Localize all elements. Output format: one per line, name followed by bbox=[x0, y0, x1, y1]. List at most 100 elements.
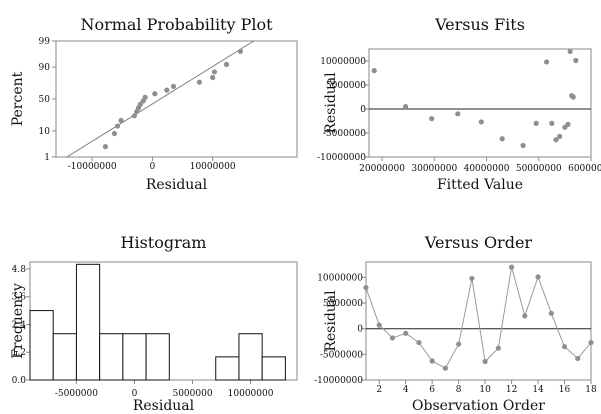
data-point bbox=[442, 365, 449, 371]
data-point bbox=[376, 322, 382, 328]
y-tick-label: 5000000 bbox=[323, 299, 363, 309]
x-axis-label: Observation Order bbox=[412, 398, 545, 414]
x-tick-label: 30000000 bbox=[411, 164, 457, 174]
y-tick-label: 3.6 bbox=[12, 293, 27, 303]
y-tick-label: 2.4 bbox=[12, 320, 27, 330]
data-point bbox=[223, 61, 230, 68]
histogram-bar bbox=[261, 356, 286, 381]
data-point bbox=[588, 339, 594, 346]
data-point bbox=[137, 101, 143, 107]
data-point bbox=[152, 91, 158, 97]
data-point bbox=[389, 335, 396, 341]
data-point bbox=[131, 113, 137, 119]
x-tick-label: 16 bbox=[559, 385, 571, 395]
data-point bbox=[429, 358, 435, 364]
y-axis-label: Percent bbox=[10, 71, 26, 126]
data-point bbox=[164, 87, 170, 93]
x-tick-label: 10 bbox=[479, 385, 491, 395]
histogram-bar bbox=[238, 333, 263, 381]
data-point bbox=[114, 123, 121, 129]
data-point bbox=[575, 355, 581, 362]
x-tick-label: 10000000 bbox=[190, 162, 236, 172]
histogram-bar bbox=[52, 333, 77, 381]
data-point bbox=[548, 310, 554, 316]
histogram-bar bbox=[99, 333, 124, 381]
plot-frame bbox=[368, 48, 592, 158]
chart-title: Versus Fits bbox=[434, 15, 525, 34]
histogram-bar bbox=[75, 263, 101, 381]
data-point bbox=[455, 111, 461, 117]
y-tick-label: 0 bbox=[360, 105, 366, 115]
y-tick-label: 4.8 bbox=[12, 265, 27, 275]
histogram-bar bbox=[122, 333, 147, 381]
x-tick-label: 2 bbox=[376, 385, 382, 395]
x-tick-label: 60000000 bbox=[568, 164, 601, 174]
y-axis-label: Frequency bbox=[10, 283, 26, 359]
y-tick-label: 10 bbox=[39, 127, 51, 137]
data-point bbox=[561, 344, 568, 350]
data-point bbox=[111, 130, 118, 137]
y-tick-label: -10000000 bbox=[317, 153, 366, 163]
data-point bbox=[456, 341, 462, 347]
y-tick-label: 0.0 bbox=[12, 376, 27, 386]
data-point bbox=[402, 104, 409, 110]
y-axis-label: Residual bbox=[323, 290, 339, 352]
x-tick-label: 10000000 bbox=[228, 389, 274, 399]
x-axis-label: Residual bbox=[133, 398, 195, 414]
y-tick-label: 1 bbox=[44, 153, 50, 163]
x-tick-label: 8 bbox=[456, 385, 462, 395]
x-tick-label: 0 bbox=[150, 162, 156, 172]
x-axis-label: Residual bbox=[146, 177, 208, 193]
data-point bbox=[565, 121, 571, 127]
versus-order-plot: Versus Order Observation Order Residual 2 4 6… bbox=[314, 233, 597, 414]
data-point bbox=[237, 48, 243, 54]
x-tick-label: 6 bbox=[429, 385, 435, 395]
data-point bbox=[520, 142, 526, 149]
data-point bbox=[544, 59, 550, 65]
y-tick-label: 99 bbox=[39, 37, 51, 47]
data-point bbox=[557, 133, 563, 139]
data-point bbox=[508, 264, 515, 270]
data-point bbox=[482, 358, 488, 365]
plot-frame bbox=[365, 261, 592, 381]
histogram-bar bbox=[215, 356, 240, 381]
x-tick-label: 12 bbox=[506, 385, 517, 395]
y-tick-label: -5000000 bbox=[320, 350, 363, 360]
data-point bbox=[533, 120, 539, 126]
data-point bbox=[573, 57, 579, 64]
x-tick-label: 40000000 bbox=[464, 164, 510, 174]
data-point bbox=[522, 313, 528, 319]
versus-fits-plot: Versus Fits Fitted Value Residual 20000000 3… bbox=[317, 15, 601, 193]
y-tick-label: 5000000 bbox=[326, 81, 366, 91]
data-point bbox=[429, 116, 435, 122]
histogram-bar bbox=[29, 310, 54, 381]
x-tick-label: 18 bbox=[585, 385, 597, 395]
y-tick-label: 50 bbox=[39, 95, 51, 105]
data-point bbox=[102, 144, 109, 150]
y-tick-label: 10000000 bbox=[317, 273, 363, 283]
data-point bbox=[118, 117, 124, 124]
y-tick-label: -10000000 bbox=[314, 376, 363, 386]
chart-title: Histogram bbox=[121, 233, 207, 252]
x-tick-label: -10000000 bbox=[68, 162, 117, 172]
data-point bbox=[553, 137, 559, 143]
x-tick-label: -5000000 bbox=[55, 389, 98, 399]
series-line bbox=[365, 266, 592, 369]
x-axis-label: Fitted Value bbox=[437, 177, 523, 193]
normal-probability-plot: Normal Probability Plot Residual Percent -1… bbox=[10, 15, 298, 193]
data-point bbox=[495, 345, 501, 351]
data-point bbox=[535, 274, 541, 280]
data-point bbox=[570, 94, 576, 100]
y-tick-label: 0 bbox=[357, 325, 363, 335]
data-point bbox=[403, 330, 409, 336]
x-tick-label: 50000000 bbox=[516, 164, 562, 174]
histogram-plot: Histogram Residual Frequency -5000000 0 50000… bbox=[10, 233, 298, 414]
chart-title: Normal Probability Plot bbox=[80, 15, 273, 34]
y-tick-label: 10000000 bbox=[320, 57, 366, 67]
y-tick-label: 90 bbox=[39, 63, 51, 73]
y-tick-label: 1.2 bbox=[12, 348, 26, 358]
chart-title: Versus Order bbox=[424, 233, 532, 252]
x-tick-label: 14 bbox=[532, 385, 544, 395]
fitted-line bbox=[66, 40, 254, 158]
plot-frame bbox=[55, 40, 298, 158]
